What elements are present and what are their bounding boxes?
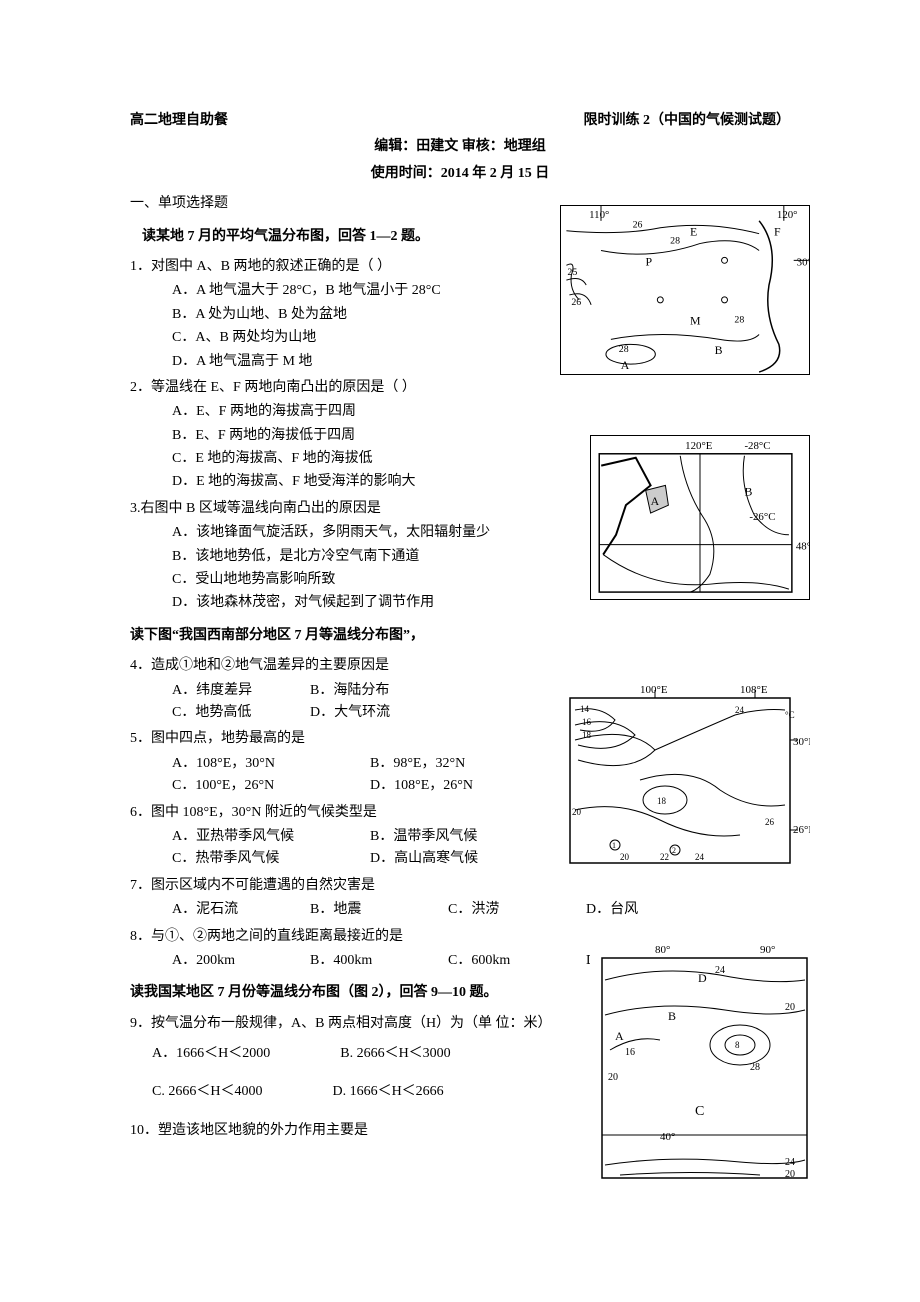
- fig3-iso-18: 18: [582, 730, 592, 740]
- fig1-iso-28a: 28: [670, 236, 680, 247]
- fig4-iso-24b: 24: [785, 1157, 795, 1168]
- q5-opt-c: C．100°E，26°N: [172, 775, 342, 797]
- fig3-iso-24a: 24: [735, 705, 745, 715]
- q5-opt-b: B．98°E，32°N: [370, 753, 540, 775]
- q5-opt-a: A．108°E，30°N: [172, 753, 342, 775]
- q9-opt-c: C. 2666＜H＜4000: [152, 1081, 262, 1103]
- figure-3-map: 100°E 108°E 30°N 26°N 14 16 18 24 18 20 …: [560, 680, 810, 880]
- q4-stem: 4．造成①地和②地气温差异的主要原因是: [130, 655, 790, 677]
- fig3-iso-26: 26: [765, 817, 775, 827]
- fig1-iso-26b: 26: [571, 297, 581, 308]
- fig4-iso-16: 16: [625, 1047, 635, 1058]
- fig4-label-c: C: [695, 1104, 704, 1119]
- q7-opt-a: A．泥石流: [172, 899, 282, 921]
- fig2-lon: 120°E: [685, 440, 713, 452]
- q6-opt-c: C．热带季风气候: [172, 848, 342, 870]
- fig3-iso-14: 14: [580, 704, 590, 714]
- fig1-label-e: E: [690, 225, 697, 239]
- fig1-lat-30: 30°: [797, 256, 809, 268]
- fig4-iso-8: 8: [735, 1040, 740, 1050]
- q7-options: A．泥石流 B．地震 C．洪涝 D．台风: [130, 899, 790, 921]
- fig4-label-d: D: [698, 971, 707, 985]
- q4-opt-c: C．地势高低: [172, 702, 282, 724]
- q8-opt-a: A．200km: [172, 950, 282, 972]
- figure-1-map: 110° 120° 30° 26 28 25 26 28 28 E F P M …: [560, 205, 810, 375]
- fig4-iso-24: 24: [715, 965, 725, 976]
- fig4-label-b: B: [668, 1009, 676, 1023]
- fig3-iso-16: 16: [582, 717, 592, 727]
- fig2-t26: -26°C: [749, 511, 775, 523]
- fig1-iso-26a: 26: [633, 220, 643, 231]
- q8-opt-b: B．400km: [310, 950, 420, 972]
- svg-text:°C: °C: [785, 710, 795, 720]
- fig2-t28: -28°C: [744, 440, 770, 452]
- question-7: 7．图示区域内不可能遭遇的自然灾害是 A．泥石流 B．地震 C．洪涝 D．台风: [130, 875, 790, 922]
- fig1-iso-25: 25: [567, 267, 577, 278]
- fig2-label-b: B: [744, 484, 752, 498]
- fig4-iso-20b: 20: [785, 1169, 795, 1180]
- intro-2: 读下图“我国西南部分地区 7 月等温线分布图”，: [130, 625, 790, 647]
- fig1-lon-120: 120°: [777, 209, 798, 221]
- header-line2: 编辑：田建文 审核：地理组: [130, 136, 790, 158]
- q6-opt-b: B．温带季风气候: [370, 826, 540, 848]
- fig1-label-f: F: [774, 225, 781, 239]
- fig4-iso-20a: 20: [785, 1002, 795, 1013]
- fig2-label-a: A: [651, 494, 660, 508]
- fig1-label-a: A: [621, 358, 630, 372]
- fig3-lon-108: 108°E: [740, 684, 768, 696]
- fig3-iso-18b: 18: [657, 796, 667, 806]
- fig4-iso-28: 28: [750, 1062, 760, 1073]
- q7-opt-d: D．台风: [586, 899, 696, 921]
- fig4-lat-40: 40°: [660, 1131, 675, 1143]
- fig1-label-m: M: [690, 314, 701, 328]
- q7-opt-c: C．洪涝: [448, 899, 558, 921]
- fig3-lat-30: 30°N: [793, 736, 810, 748]
- fig4-lon-90: 90°: [760, 944, 775, 956]
- fig3-lon-100: 100°E: [640, 684, 668, 696]
- header-line3: 使用时间：2014 年 2 月 15 日: [130, 163, 790, 185]
- q5-opt-d: D．108°E，26°N: [370, 775, 540, 797]
- figure-2-map: 120°E -28°C 48° -26°C A B: [590, 435, 810, 600]
- fig2-lat: 48°: [796, 541, 809, 553]
- fig1-lon-110: 110°: [589, 209, 609, 221]
- svg-text:2: 2: [672, 846, 676, 855]
- q6-opt-a: A．亚热带季风气候: [172, 826, 342, 848]
- svg-text:1: 1: [612, 841, 616, 850]
- q4-opt-b: B．海陆分布: [310, 680, 420, 702]
- header-row: 高二地理自助餐 限时训练 2（中国的气候测试题）: [130, 110, 790, 132]
- q2-opt-a: A．E、F 两地的海拔高于四周: [172, 401, 790, 423]
- q7-opt-b: B．地震: [310, 899, 420, 921]
- q8-opt-c: C．600km: [448, 950, 558, 972]
- q9-opt-d: D. 1666＜H＜2666: [332, 1081, 443, 1103]
- fig3-iso-24b: 24: [695, 852, 705, 862]
- q2-stem: 2．等温线在 E、F 两地向南凸出的原因是（ ）: [130, 377, 790, 399]
- q4-opt-a: A．纬度差异: [172, 680, 282, 702]
- fig1-iso-28b: 28: [734, 315, 744, 326]
- fig4-iso-20c: 20: [608, 1072, 618, 1083]
- fig3-iso-20b: 20: [620, 852, 630, 862]
- q6-opt-d: D．高山高寒气候: [370, 848, 540, 870]
- fig1-label-p: P: [645, 254, 652, 268]
- header-left: 高二地理自助餐: [130, 110, 228, 132]
- q9-opt-b: B. 2666＜H＜3000: [340, 1043, 450, 1065]
- fig3-iso-20: 20: [572, 807, 582, 817]
- q4-opt-d: D．大气环流: [310, 702, 420, 724]
- header-right: 限时训练 2（中国的气候测试题）: [584, 110, 791, 132]
- fig1-iso-28c: 28: [619, 344, 629, 355]
- q9-opt-a: A．1666＜H＜2000: [152, 1043, 270, 1065]
- fig1-label-b: B: [715, 343, 723, 357]
- figure-4-map: 80° 90° 40° 24 20 16 8 28 24 20 D B A C …: [590, 940, 820, 1190]
- fig4-lon-80: 80°: [655, 944, 670, 956]
- fig4-label-a: A: [615, 1029, 624, 1043]
- fig3-iso-22: 22: [660, 852, 669, 862]
